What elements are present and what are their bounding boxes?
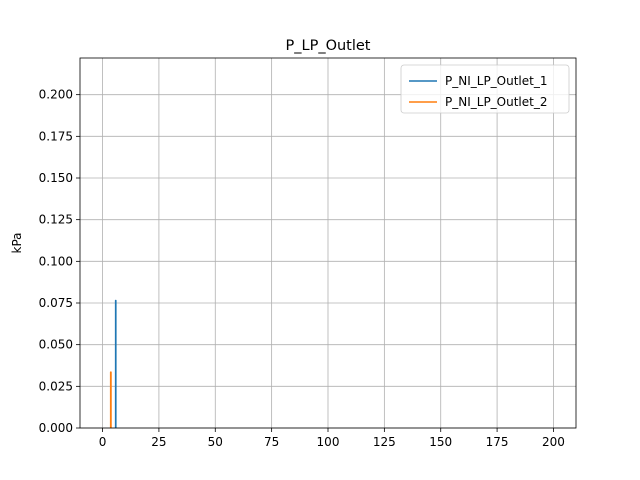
y-tick-label: 0.125 [39,213,73,227]
y-tick-label: 0.075 [39,296,73,310]
x-tick-label: 200 [542,435,565,449]
x-tick-label: 150 [429,435,452,449]
legend-label-2: P_NI_LP_Outlet_2 [445,95,548,109]
x-tick-label: 75 [264,435,279,449]
x-tick-label: 100 [317,435,340,449]
x-tick-label: 0 [99,435,107,449]
x-tick-label: 50 [208,435,223,449]
chart-title: P_LP_Outlet [286,38,371,54]
legend-label-1: P_NI_LP_Outlet_1 [445,74,548,88]
x-axis-ticks: 0 25 50 75 100 125 150 175 200 [99,428,565,449]
y-tick-label: 0.000 [39,421,73,435]
y-axis-ticks: 0.000 0.025 0.050 0.075 0.100 0.125 0.150 0.175… [39,88,80,435]
plot-series [109,299,117,428]
x-tick-label: 25 [151,435,166,449]
y-tick-label: 0.200 [39,88,73,102]
legend-box [400,64,570,114]
legend: P_NI_LP_Outlet_1 P_NI_LP_Outlet_2 [400,64,570,114]
y-axis-label: kPa [10,233,24,254]
y-tick-label: 0.175 [39,129,73,143]
y-tick-label: 0.100 [39,254,73,268]
y-tick-label: 0.025 [39,379,73,393]
x-tick-label: 175 [486,435,509,449]
x-tick-label: 125 [373,435,396,449]
y-tick-label: 0.150 [39,171,73,185]
y-tick-label: 0.050 [39,338,73,352]
